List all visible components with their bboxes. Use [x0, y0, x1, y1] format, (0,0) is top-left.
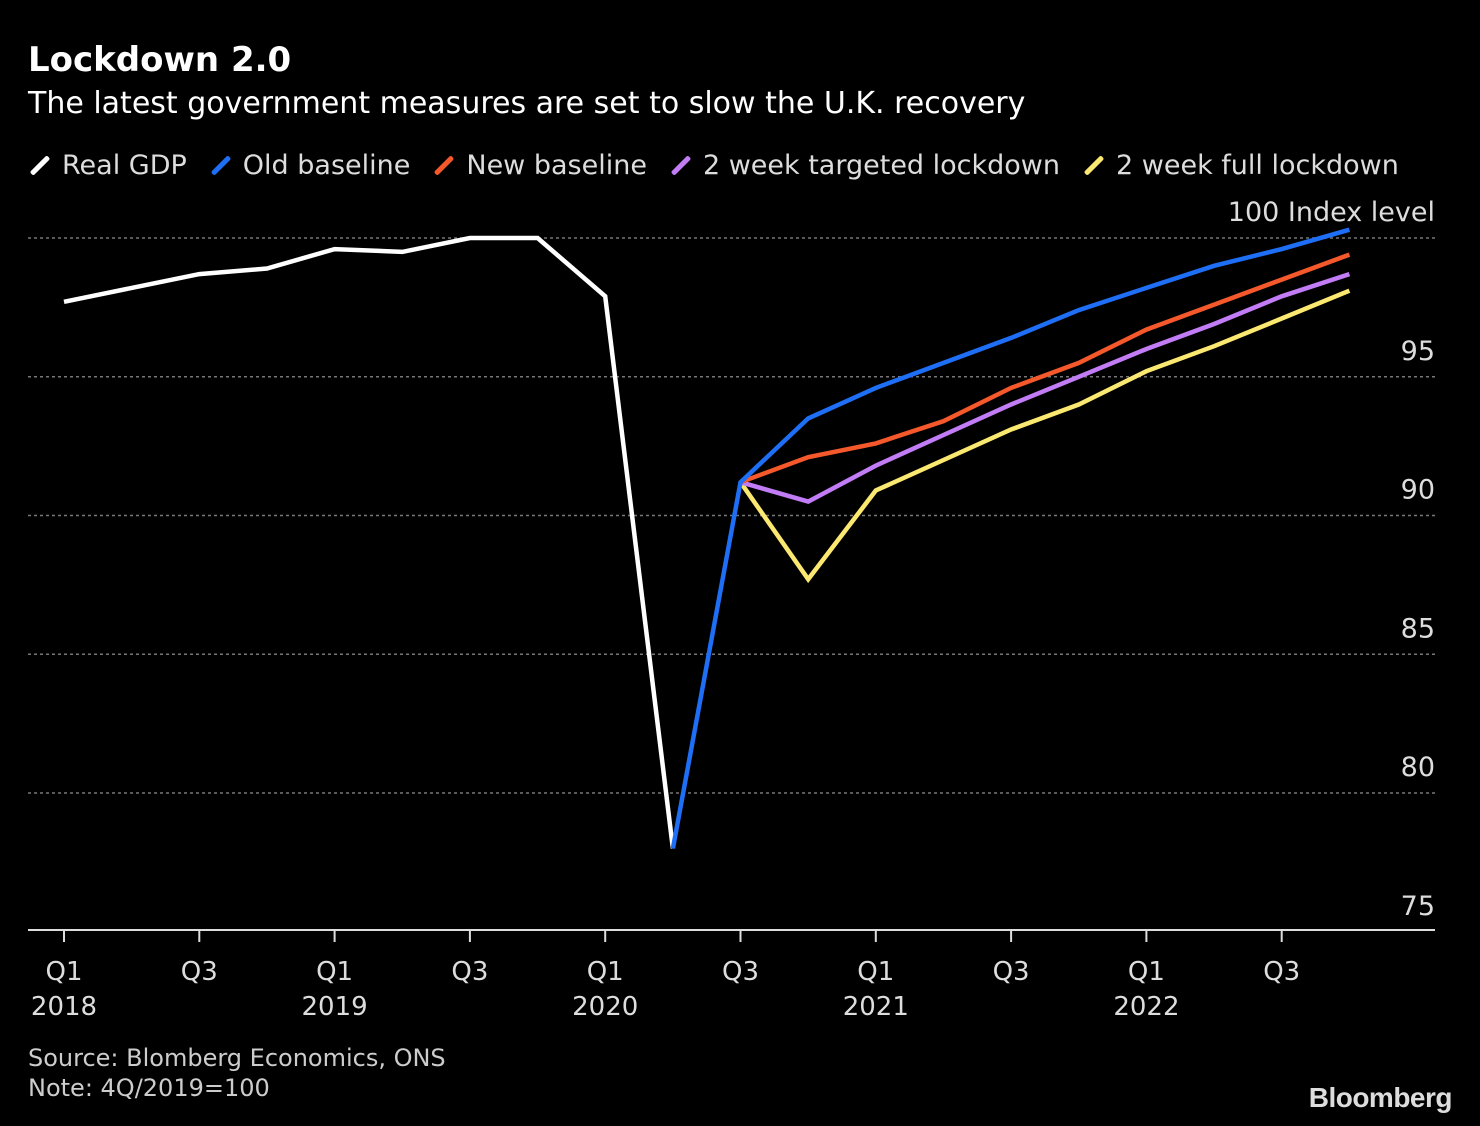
legend-label: New baseline [466, 150, 647, 181]
x-tick-label: Q3 [451, 957, 488, 987]
legend-label: 2 week targeted lockdown [702, 150, 1061, 181]
footer: Source: Blomberg Economics, ONS Note: 4Q… [28, 1043, 446, 1103]
y-tick-label: 80 [1401, 752, 1435, 783]
series-line-new-baseline [739, 252, 1351, 485]
x-tick-label: Q3 [181, 957, 218, 987]
x-tick-label: Q3 [722, 957, 759, 987]
series-line-2-week-full-lockdown [738, 288, 1351, 584]
series-line-2-week-targeted-lockdown [739, 271, 1351, 505]
legend-item: 2 week targeted lockdown [669, 150, 1060, 181]
legend-item: Old baseline [209, 150, 411, 181]
x-tick-label: Q3 [993, 957, 1030, 987]
bloomberg-logo: Bloomberg [1308, 1082, 1453, 1113]
note-text: Note: 4Q/2019=100 [28, 1074, 270, 1102]
x-tick-year-label: 2021 [843, 992, 909, 1022]
y-tick-label: 85 [1401, 613, 1435, 644]
x-tick-label: Q1 [45, 957, 82, 987]
legend-item: New baseline [432, 150, 647, 181]
series-line-real-gdp [63, 235, 676, 849]
x-tick-year-label: 2020 [572, 992, 638, 1022]
x-tick-label: Q1 [1128, 957, 1165, 987]
legend-label: Old baseline [242, 150, 411, 181]
x-tick-year-label: 2022 [1113, 992, 1179, 1022]
chart-title: Lockdown 2.0 [28, 40, 292, 80]
legend-label: 2 week full lockdown [1116, 150, 1399, 181]
legend-item: Real GDP [28, 150, 187, 181]
legend: Real GDP Old baseline New baseline 2 week t… [28, 150, 1399, 181]
legend-label: Real GDP [62, 150, 187, 181]
chart-subtitle: The latest government measures are set t… [28, 86, 1026, 121]
y-tick-label: 90 [1401, 475, 1435, 506]
x-tick-label: Q1 [587, 957, 624, 987]
legend-item: 2 week full lockdown [1082, 150, 1399, 181]
x-tick-year-label: 2018 [31, 992, 97, 1022]
x-tick-label: Q1 [857, 957, 894, 987]
source-text: Source: Blomberg Economics, ONS [28, 1044, 446, 1072]
x-tick-label: Q3 [1263, 957, 1300, 987]
y-tick-label: 95 [1401, 336, 1435, 367]
y-tick-label: 100 Index level [1228, 197, 1435, 228]
series-line-old-baseline [670, 227, 1351, 849]
x-tick-label: Q1 [316, 957, 353, 987]
y-tick-label: 75 [1401, 891, 1435, 922]
x-tick-year-label: 2019 [302, 992, 368, 1022]
